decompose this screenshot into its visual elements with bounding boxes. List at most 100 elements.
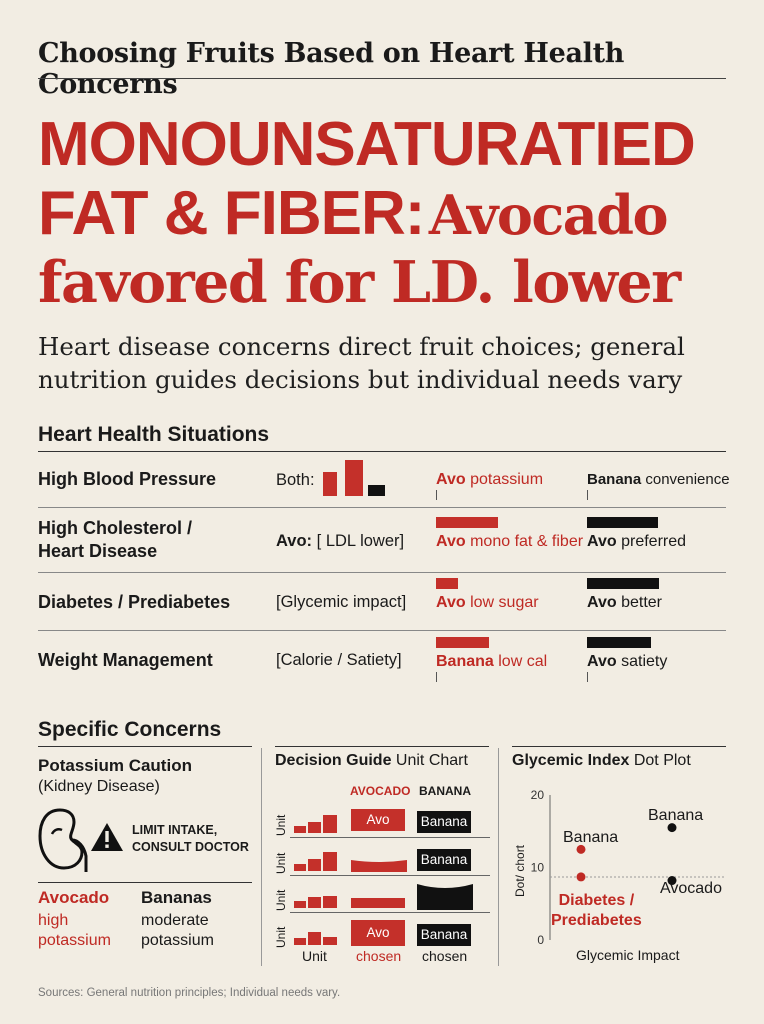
row-mid-diabetes: [Glycemic impact] xyxy=(276,593,407,611)
decision-title: Decision Guide Unit Chart xyxy=(275,752,468,769)
banana-box: Banana xyxy=(417,849,471,871)
headline-line-2: FAT & FIBER: Avocado xyxy=(38,179,738,248)
avo-box: Avo xyxy=(351,809,405,831)
y-tick-label: 0 xyxy=(537,933,544,947)
avocado-desc-2: potassium xyxy=(38,932,111,949)
row-red-weight: Banana low cal xyxy=(436,653,548,670)
bananas-desc-1: moderate xyxy=(141,912,209,929)
panel-divider xyxy=(498,748,499,966)
potassium-subtitle: (Kidney Disease) xyxy=(38,778,160,795)
unit-bar xyxy=(294,826,306,833)
label-banana-top: Banana xyxy=(648,807,704,824)
row-label-blood-pressure: High Blood Pressure xyxy=(38,469,217,489)
unit-bar xyxy=(308,932,321,945)
data-point xyxy=(667,823,677,833)
row-blk-cholesterol: Avo preferred xyxy=(587,533,687,550)
avocado-title: Avocado xyxy=(38,888,110,907)
tick xyxy=(436,490,437,500)
situations-title: Heart Health Situations xyxy=(38,423,270,446)
black-bar-diabetes xyxy=(587,578,659,589)
tick xyxy=(436,672,437,682)
bananas-desc-2: potassium xyxy=(141,932,214,949)
potassium-title: Potassium Caution xyxy=(38,756,192,775)
unit-bar xyxy=(323,852,337,871)
unit-divider xyxy=(290,912,490,913)
label-banana-red: Banana xyxy=(563,829,619,846)
mini-bar-2 xyxy=(345,460,363,496)
row-axis-label: Unit xyxy=(274,926,288,948)
row-label-weight: Weight Management xyxy=(38,650,213,670)
avo-bar xyxy=(351,898,405,908)
row-red-cholesterol: Avo mono fat & fiber xyxy=(436,533,584,550)
title-divider xyxy=(38,78,726,79)
unit-bar xyxy=(323,937,337,945)
y-tick-label: 20 xyxy=(531,788,545,802)
unit-bar xyxy=(308,897,321,908)
row-mid-weight: [Calorie / Satiety] xyxy=(276,651,402,669)
mini-bar-1 xyxy=(323,472,337,496)
headline: MONOUNSATURATIED FAT & FIBER: Avocado fa… xyxy=(38,110,738,317)
kidney-icon xyxy=(38,808,88,872)
concerns-divider-mid xyxy=(275,746,489,747)
subtitle: Heart disease concerns direct fruit choi… xyxy=(38,332,685,394)
row-blk-diabetes: Avo better xyxy=(587,594,663,611)
concerns-title: Specific Concerns xyxy=(38,718,222,741)
headline-line-1: MONOUNSATURATIED xyxy=(38,110,696,179)
concerns-divider-right xyxy=(512,746,726,747)
mini-bar-3 xyxy=(368,485,385,496)
potassium-divider xyxy=(38,882,252,883)
red-bar-diabetes xyxy=(436,578,458,589)
headline-line-3: favored for LD. lower xyxy=(38,249,681,316)
glycemic-xlabel: Glycemic Impact xyxy=(576,947,680,963)
tick xyxy=(587,672,588,682)
unit-bar xyxy=(308,822,321,833)
row-red-diabetes: Avo low sugar xyxy=(436,594,539,611)
banana-box: Banana xyxy=(417,811,471,833)
black-bar-cholesterol xyxy=(587,517,658,528)
unit-bar xyxy=(308,859,321,871)
row-mid-blood-pressure: Both: xyxy=(276,471,315,489)
red-bar-weight xyxy=(436,637,489,648)
warning-icon xyxy=(91,823,123,851)
unit-divider xyxy=(290,837,490,838)
black-bar-weight xyxy=(587,637,651,648)
row-axis-label: Unit xyxy=(274,814,288,836)
foot-chosen-avocado: chosen xyxy=(356,948,402,964)
glycemic-dot-plot: 20 10 0 xyxy=(531,788,726,947)
y-tick-label: 10 xyxy=(531,861,545,875)
label-diabetes: Diabetes / Prediabetes xyxy=(551,892,642,929)
warning-text: LIMIT INTAKE, CONSULT DOCTOR xyxy=(132,823,249,854)
data-point xyxy=(667,876,677,886)
data-point xyxy=(576,872,586,882)
row-label-cholesterol: High Cholesterol / Heart Disease xyxy=(38,518,193,561)
row-axis-label: Unit xyxy=(274,852,288,874)
label-avocado: Avocado xyxy=(660,880,722,897)
headline-line-2-sans: FAT & FIBER: xyxy=(38,179,425,248)
row-red-blood-pressure: Avo potassium xyxy=(436,471,544,488)
tick xyxy=(587,490,588,500)
page-title: Choosing Fruits Based on Heart Health Co… xyxy=(38,38,625,100)
red-bar-cholesterol xyxy=(436,517,498,528)
concerns-divider-left xyxy=(38,746,252,747)
avo-box: Avo xyxy=(351,920,405,946)
row-divider xyxy=(38,630,726,631)
unit-bar xyxy=(294,864,306,871)
row-blk-blood-pressure: Banana convenience xyxy=(587,471,730,488)
row-axis-label: Unit xyxy=(274,889,288,911)
foot-unit: Unit xyxy=(302,948,327,964)
row-label-diabetes: Diabetes / Prediabetes xyxy=(38,592,231,612)
headline-line-2-serif: Avocado xyxy=(428,183,669,247)
unit-bar xyxy=(323,815,337,833)
unit-divider xyxy=(290,875,490,876)
data-point xyxy=(576,844,586,854)
situations-divider xyxy=(38,451,726,452)
unit-bar xyxy=(323,896,337,908)
row-mid-cholesterol: Avo: [ LDL lower] xyxy=(276,532,405,550)
avo-wave-bar xyxy=(351,860,407,872)
unit-bar xyxy=(294,938,306,945)
row-divider xyxy=(38,572,726,573)
row-blk-weight: Avo satiety xyxy=(587,653,668,670)
col-avocado: AVOCADO xyxy=(350,784,411,798)
row-divider xyxy=(38,507,726,508)
panel-divider xyxy=(261,748,262,966)
